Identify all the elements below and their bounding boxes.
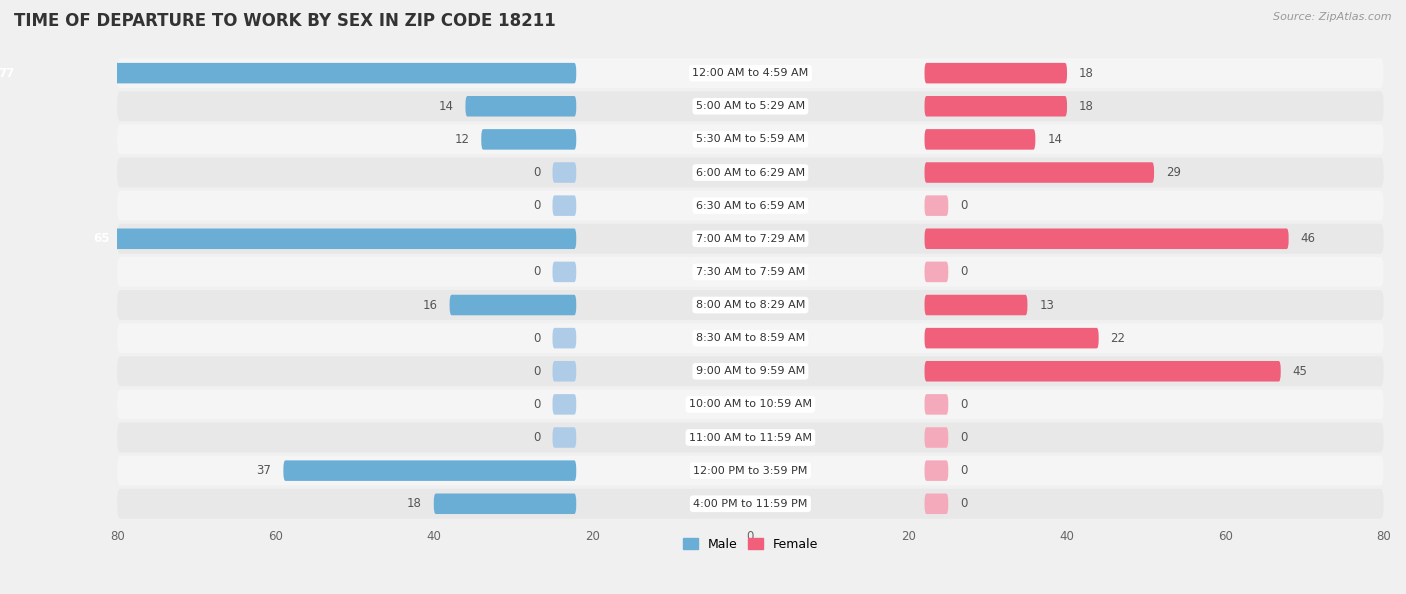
FancyBboxPatch shape xyxy=(925,427,948,448)
Text: 0: 0 xyxy=(533,398,541,411)
Text: 29: 29 xyxy=(1166,166,1181,179)
Text: 0: 0 xyxy=(960,398,967,411)
Text: 13: 13 xyxy=(1039,299,1054,311)
Text: 0: 0 xyxy=(960,464,967,477)
Text: 0: 0 xyxy=(533,331,541,345)
FancyBboxPatch shape xyxy=(117,191,1384,220)
FancyBboxPatch shape xyxy=(925,394,948,415)
FancyBboxPatch shape xyxy=(553,261,576,282)
FancyBboxPatch shape xyxy=(553,195,576,216)
FancyBboxPatch shape xyxy=(117,390,1384,419)
FancyBboxPatch shape xyxy=(925,162,1154,183)
FancyBboxPatch shape xyxy=(925,494,948,514)
FancyBboxPatch shape xyxy=(434,494,576,514)
Text: 0: 0 xyxy=(960,497,967,510)
Text: 0: 0 xyxy=(960,266,967,279)
FancyBboxPatch shape xyxy=(117,456,1384,485)
Text: 9:00 AM to 9:59 AM: 9:00 AM to 9:59 AM xyxy=(696,366,806,376)
FancyBboxPatch shape xyxy=(925,460,948,481)
Text: 65: 65 xyxy=(93,232,110,245)
FancyBboxPatch shape xyxy=(117,224,1384,254)
Text: 18: 18 xyxy=(1078,100,1094,113)
Text: 10:00 AM to 10:59 AM: 10:00 AM to 10:59 AM xyxy=(689,399,811,409)
FancyBboxPatch shape xyxy=(284,460,576,481)
FancyBboxPatch shape xyxy=(117,290,1384,320)
Text: 77: 77 xyxy=(0,67,14,80)
FancyBboxPatch shape xyxy=(925,295,1028,315)
Text: 0: 0 xyxy=(533,199,541,212)
FancyBboxPatch shape xyxy=(117,323,1384,353)
FancyBboxPatch shape xyxy=(117,489,1384,519)
FancyBboxPatch shape xyxy=(117,422,1384,453)
Text: 11:00 AM to 11:59 AM: 11:00 AM to 11:59 AM xyxy=(689,432,811,443)
FancyBboxPatch shape xyxy=(553,361,576,381)
Text: 5:30 AM to 5:59 AM: 5:30 AM to 5:59 AM xyxy=(696,134,804,144)
FancyBboxPatch shape xyxy=(925,229,1289,249)
Text: 4:00 PM to 11:59 PM: 4:00 PM to 11:59 PM xyxy=(693,499,807,509)
FancyBboxPatch shape xyxy=(0,63,576,83)
Text: 0: 0 xyxy=(533,365,541,378)
FancyBboxPatch shape xyxy=(450,295,576,315)
Text: 0: 0 xyxy=(960,431,967,444)
FancyBboxPatch shape xyxy=(925,361,1281,381)
Text: 45: 45 xyxy=(1292,365,1308,378)
Text: 18: 18 xyxy=(406,497,422,510)
Text: TIME OF DEPARTURE TO WORK BY SEX IN ZIP CODE 18211: TIME OF DEPARTURE TO WORK BY SEX IN ZIP … xyxy=(14,12,555,30)
Text: 46: 46 xyxy=(1301,232,1316,245)
Text: 12:00 AM to 4:59 AM: 12:00 AM to 4:59 AM xyxy=(692,68,808,78)
Text: 8:00 AM to 8:29 AM: 8:00 AM to 8:29 AM xyxy=(696,300,806,310)
Text: 14: 14 xyxy=(1047,133,1062,146)
FancyBboxPatch shape xyxy=(925,63,1067,83)
Text: 14: 14 xyxy=(439,100,454,113)
Text: 5:00 AM to 5:29 AM: 5:00 AM to 5:29 AM xyxy=(696,101,806,111)
Text: 6:30 AM to 6:59 AM: 6:30 AM to 6:59 AM xyxy=(696,201,804,211)
Text: 0: 0 xyxy=(533,266,541,279)
Text: 6:00 AM to 6:29 AM: 6:00 AM to 6:29 AM xyxy=(696,168,806,178)
FancyBboxPatch shape xyxy=(481,129,576,150)
Text: 16: 16 xyxy=(423,299,437,311)
FancyBboxPatch shape xyxy=(925,261,948,282)
FancyBboxPatch shape xyxy=(925,195,948,216)
FancyBboxPatch shape xyxy=(117,91,1384,121)
FancyBboxPatch shape xyxy=(117,125,1384,154)
FancyBboxPatch shape xyxy=(925,328,1098,349)
Text: 12:00 PM to 3:59 PM: 12:00 PM to 3:59 PM xyxy=(693,466,807,476)
FancyBboxPatch shape xyxy=(925,129,1035,150)
Text: 8:30 AM to 8:59 AM: 8:30 AM to 8:59 AM xyxy=(696,333,806,343)
Text: 12: 12 xyxy=(454,133,470,146)
Legend: Male, Female: Male, Female xyxy=(678,533,823,556)
Text: 7:30 AM to 7:59 AM: 7:30 AM to 7:59 AM xyxy=(696,267,806,277)
FancyBboxPatch shape xyxy=(117,257,1384,287)
Text: Source: ZipAtlas.com: Source: ZipAtlas.com xyxy=(1274,12,1392,22)
Text: 22: 22 xyxy=(1111,331,1126,345)
FancyBboxPatch shape xyxy=(553,427,576,448)
Text: 0: 0 xyxy=(960,199,967,212)
FancyBboxPatch shape xyxy=(117,157,1384,188)
FancyBboxPatch shape xyxy=(117,58,1384,88)
Text: 18: 18 xyxy=(1078,67,1094,80)
Text: 0: 0 xyxy=(533,166,541,179)
FancyBboxPatch shape xyxy=(465,96,576,116)
FancyBboxPatch shape xyxy=(925,96,1067,116)
Text: 7:00 AM to 7:29 AM: 7:00 AM to 7:29 AM xyxy=(696,234,806,244)
FancyBboxPatch shape xyxy=(62,229,576,249)
FancyBboxPatch shape xyxy=(553,328,576,349)
FancyBboxPatch shape xyxy=(117,356,1384,386)
FancyBboxPatch shape xyxy=(553,162,576,183)
FancyBboxPatch shape xyxy=(553,394,576,415)
Text: 37: 37 xyxy=(257,464,271,477)
Text: 0: 0 xyxy=(533,431,541,444)
